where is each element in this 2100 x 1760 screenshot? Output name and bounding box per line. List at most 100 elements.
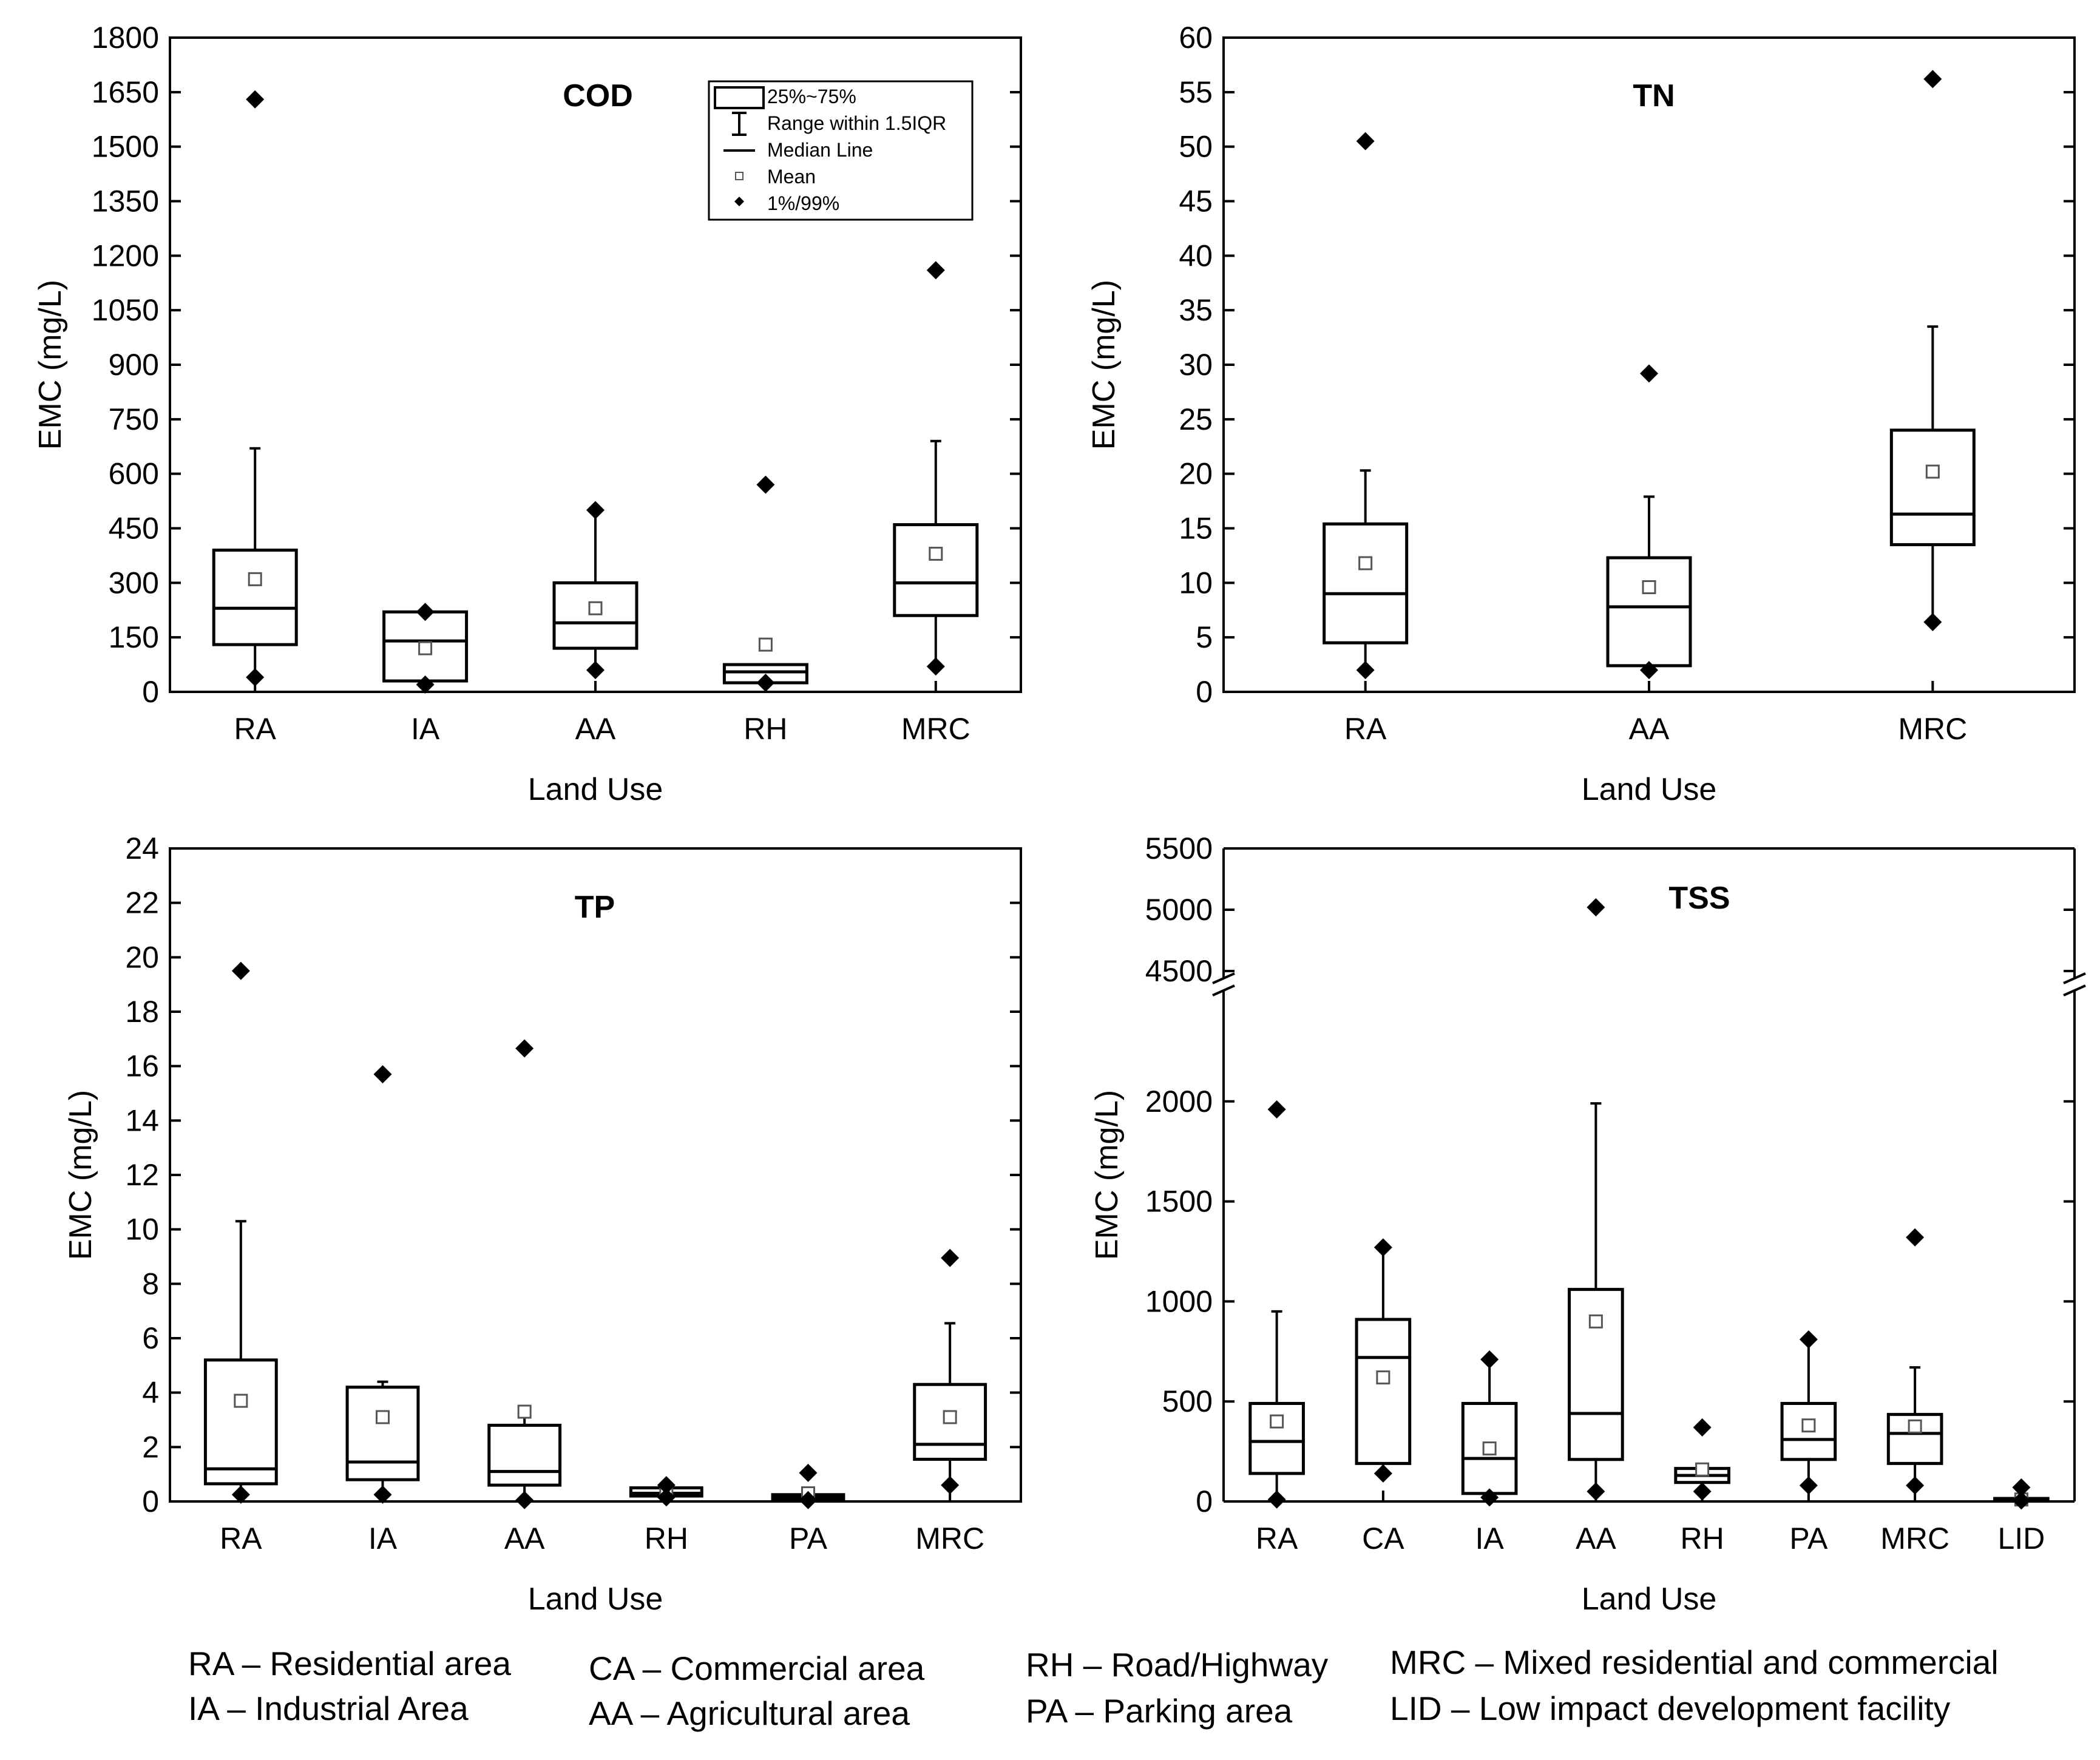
p1-marker-aa bbox=[586, 661, 605, 680]
mean-marker-aa bbox=[1588, 1314, 1603, 1328]
x-tick-label-mrc: MRC bbox=[901, 712, 970, 746]
p99-marker-aa bbox=[1640, 364, 1658, 383]
p99-marker-ia bbox=[373, 1065, 392, 1084]
abbr-mrc: MRC – Mixed residential and commercial bbox=[1390, 1643, 1999, 1681]
iqr-box-ra bbox=[203, 1358, 278, 1486]
p1-marker-mrc bbox=[926, 657, 945, 676]
mean-marker-ia bbox=[1482, 1441, 1497, 1456]
p1-marker-ca bbox=[1373, 1464, 1392, 1483]
tss-panel: 0 500 1000 1500 2000 4500 5000 5500 TSS Land Use E… bbox=[1089, 831, 2086, 1617]
x-axis-title: Land Use bbox=[528, 1582, 663, 1617]
y-tick-label: 1500 bbox=[92, 130, 159, 164]
x-tick-label-ia: IA bbox=[368, 1521, 398, 1555]
axis-break-mark bbox=[2063, 972, 2086, 984]
y-tick-label: 15 bbox=[1179, 512, 1213, 546]
mean-marker-aa bbox=[1642, 580, 1656, 595]
p99-marker-pa bbox=[1799, 1330, 1818, 1349]
y-tick-label: 1650 bbox=[92, 75, 159, 109]
abbr-lid: LID – Low impact development facility bbox=[1390, 1690, 1951, 1727]
mean-marker-ra bbox=[1358, 556, 1373, 570]
p1-marker-lid bbox=[2012, 1491, 2031, 1510]
p99-marker-aa bbox=[586, 501, 605, 520]
p99-marker-ia bbox=[1480, 1350, 1499, 1369]
x-tick-label-rh: RH bbox=[645, 1521, 688, 1555]
legend-label-range: Range within 1.5IQR bbox=[767, 112, 946, 134]
y-tick-label: 2 bbox=[142, 1430, 159, 1464]
y-tick-label: 30 bbox=[1179, 348, 1213, 382]
x-tick-label-lid: LID bbox=[1997, 1521, 2045, 1555]
iqr-box-aa bbox=[487, 1423, 562, 1487]
y-tick-label: 20 bbox=[125, 940, 159, 974]
mean-marker-mrc bbox=[943, 1410, 957, 1424]
p1-marker-ia bbox=[373, 1485, 392, 1504]
y-tick-label: 5500 bbox=[1145, 831, 1213, 865]
x-axis-title: Land Use bbox=[528, 772, 663, 807]
plot-frame bbox=[169, 847, 1022, 1503]
abbr-ra: RA – Residential area bbox=[188, 1645, 511, 1682]
x-tick-label-aa: AA bbox=[1629, 712, 1670, 746]
y-axis-title: EMC (mg/L) bbox=[63, 1090, 98, 1260]
p99-marker-aa bbox=[515, 1039, 534, 1058]
abbr-ia: IA – Industrial Area bbox=[188, 1690, 469, 1727]
y-tick-label: 750 bbox=[109, 402, 159, 436]
y-tick-label: 6 bbox=[142, 1321, 159, 1355]
y-tick-label: 14 bbox=[125, 1103, 159, 1137]
x-axis-title: Land Use bbox=[1582, 772, 1717, 807]
p99-marker-aa bbox=[1587, 898, 1605, 916]
x-tick-label-mrc: MRC bbox=[1880, 1521, 1949, 1555]
p99-marker-mrc bbox=[1923, 70, 1942, 89]
cod-panel: 0 150 300 450 600 750 900 1050 1200 1350 1500 1650 1… bbox=[33, 21, 1022, 807]
abbreviation-key: RA – Residential area IA – Industrial Ar… bbox=[188, 1643, 1999, 1732]
p99-marker-ra bbox=[231, 961, 250, 980]
y-tick-label: 4 bbox=[142, 1376, 159, 1410]
iqr-box-aa bbox=[1606, 556, 1692, 668]
y-tick-label: 22 bbox=[125, 886, 159, 920]
y-tick-label: 50 bbox=[1179, 130, 1213, 164]
p99-marker-rh bbox=[1693, 1418, 1712, 1437]
y-tick-label: 12 bbox=[125, 1158, 159, 1192]
y-tick-label: 5 bbox=[1196, 620, 1213, 654]
legend-label-box: 25%~75% bbox=[767, 86, 856, 107]
x-tick-label-ra: RA bbox=[1344, 712, 1387, 746]
y-tick-label: 450 bbox=[109, 512, 159, 546]
p1-marker-ra bbox=[1267, 1490, 1286, 1509]
iqr-box-ia bbox=[345, 1386, 420, 1481]
iqr-box-aa bbox=[552, 581, 638, 650]
y-tick-label: 900 bbox=[109, 348, 159, 382]
y-tick-label: 1050 bbox=[92, 293, 159, 327]
mean-marker-ra bbox=[1270, 1414, 1284, 1429]
x-axis-title: Land Use bbox=[1582, 1582, 1717, 1617]
x-tick-label-rh: RH bbox=[743, 712, 787, 746]
y-tick-label: 10 bbox=[1179, 566, 1213, 600]
y-tick-label: 60 bbox=[1179, 21, 1213, 55]
y-tick-label: 35 bbox=[1179, 293, 1213, 327]
iqr-box-ra bbox=[212, 548, 298, 646]
mean-marker-aa bbox=[588, 601, 603, 615]
p1-marker-mrc bbox=[1906, 1476, 1925, 1495]
legend-box-swatch bbox=[714, 86, 765, 109]
p99-marker-mrc bbox=[941, 1248, 960, 1267]
p1-marker-rh bbox=[1693, 1482, 1712, 1501]
panel-title: TP bbox=[575, 890, 615, 925]
p99-marker-ia bbox=[416, 603, 435, 621]
x-tick-label-ra: RA bbox=[1256, 1521, 1298, 1555]
y-tick-label: 45 bbox=[1179, 184, 1213, 218]
y-tick-label: 600 bbox=[109, 457, 159, 491]
mean-marker-ra bbox=[234, 1393, 248, 1408]
y-tick-label: 10 bbox=[125, 1213, 159, 1247]
x-tick-label-aa: AA bbox=[575, 712, 616, 746]
axis-break-mark bbox=[2063, 984, 2086, 997]
p1-marker-ra bbox=[246, 668, 265, 687]
p99-marker-pa bbox=[799, 1463, 818, 1482]
x-tick-label-pa: PA bbox=[1789, 1521, 1828, 1555]
p1-marker-aa bbox=[1640, 661, 1658, 680]
cod-legend: 25%~75% Range within 1.5IQR Median Line … bbox=[708, 80, 974, 221]
p99-marker-mrc bbox=[926, 261, 945, 280]
mean-marker-ra bbox=[248, 572, 262, 586]
y-tick-label: 150 bbox=[109, 620, 159, 654]
y-tick-label: 1000 bbox=[1145, 1284, 1213, 1318]
p1-marker-ra bbox=[231, 1485, 250, 1504]
x-tick-label-aa: AA bbox=[504, 1521, 545, 1555]
y-tick-label: 1200 bbox=[92, 239, 159, 272]
